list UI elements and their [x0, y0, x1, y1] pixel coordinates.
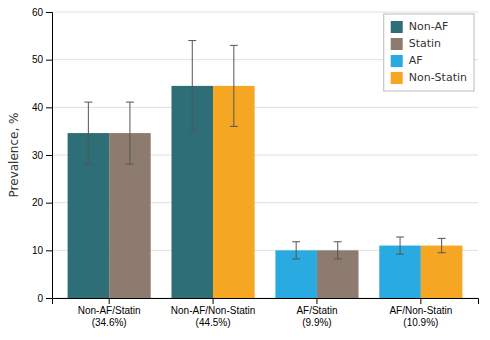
tick: 50	[32, 54, 52, 65]
tick: 20	[32, 197, 52, 208]
error-cap	[292, 258, 300, 259]
x-axis: Non-AF/Statin(34.6%) Non-AF/Non-Statin(44…	[53, 298, 479, 328]
error-cap	[84, 164, 92, 165]
error-bar	[396, 237, 404, 254]
tick-label: AF/Statin(9.9%)	[296, 305, 337, 328]
tick-mark	[420, 298, 421, 304]
tick-label-line: Non-AF/Non-Statin	[171, 305, 255, 316]
axis-line	[53, 299, 479, 305]
tick-label: AF/Non-Statin(10.9%)	[389, 305, 452, 328]
error-cap	[126, 102, 134, 103]
error-bar	[126, 102, 134, 164]
y-axis: 0 10 20 30 40 50 60	[32, 7, 53, 304]
grid-line	[52, 107, 478, 108]
error-bar	[292, 242, 300, 259]
error-cap	[84, 102, 92, 103]
error-cap	[396, 254, 404, 255]
legend-label: AF	[409, 54, 423, 67]
error-bar	[438, 238, 446, 252]
legend-swatch	[391, 21, 403, 33]
tick: 10	[32, 245, 52, 256]
tick-mark	[46, 107, 52, 108]
tick: Non-AF/Non-Statin(44.5%)	[171, 298, 255, 328]
legend-item: AF	[391, 54, 423, 67]
error-cap	[188, 40, 196, 41]
tick-label-line: (34.6%)	[92, 317, 127, 328]
error-cap	[334, 241, 342, 242]
error-line	[337, 242, 338, 259]
tick-label: 60	[32, 7, 44, 18]
tick-label-line: Non-AF/Statin	[78, 305, 141, 316]
error-bar	[84, 102, 92, 164]
error-line	[400, 237, 401, 254]
tick-label: 20	[32, 197, 44, 208]
tick-mark	[46, 203, 52, 204]
tick: AF/Statin(9.9%)	[296, 298, 337, 328]
tick-mark	[46, 250, 52, 251]
legend-frame	[384, 14, 474, 91]
tick: 60	[32, 7, 52, 18]
tick-label: 50	[32, 54, 44, 65]
tick-label-line: AF/Non-Statin	[389, 305, 452, 316]
legend-label: Non-Statin	[409, 71, 467, 84]
grid	[52, 12, 478, 298]
tick-label-line: (9.9%)	[302, 317, 331, 328]
legend-label: Statin	[409, 37, 441, 50]
tick-label-line: (10.9%)	[403, 317, 438, 328]
error-cap	[396, 236, 404, 237]
grid-line	[52, 12, 478, 13]
tick-label-line: (44.5%)	[196, 317, 231, 328]
tick-label: 40	[32, 102, 44, 113]
error-cap	[438, 238, 446, 239]
legend-swatch	[391, 38, 403, 50]
tick: Non-AF/Statin(34.6%)	[78, 298, 141, 328]
error-cap	[126, 164, 134, 165]
tick-mark	[109, 298, 110, 304]
error-line	[441, 238, 442, 252]
tick: AF/Non-Statin(10.9%)	[389, 298, 452, 328]
error-line	[296, 242, 297, 259]
tick: 0	[37, 293, 52, 304]
plot: 0102030405060Non-AF/Statin(34.6%)Non-AF/…	[32, 7, 479, 328]
error-cap	[230, 45, 238, 46]
error-cap	[188, 131, 196, 132]
legend: Non-AF Statin AF Non-Statin	[384, 14, 474, 91]
error-bar	[188, 41, 196, 132]
tick: 30	[32, 150, 52, 161]
error-cap	[230, 126, 238, 127]
y-axis-title: Prevalence, %	[7, 113, 21, 198]
tick: 40	[32, 102, 52, 113]
legend-item: Non-AF	[391, 20, 449, 33]
legend-item: Statin	[391, 37, 441, 50]
error-line	[88, 102, 89, 164]
tick-mark	[46, 298, 52, 299]
error-bar	[230, 45, 238, 126]
tick-label: 0	[37, 293, 43, 304]
legend-label: Non-AF	[409, 20, 449, 33]
tick-label: Non-AF/Non-Statin(44.5%)	[171, 305, 255, 328]
chart: 0102030405060Non-AF/Statin(34.6%)Non-AF/…	[0, 0, 490, 340]
error-cap	[292, 241, 300, 242]
error-cap	[438, 252, 446, 253]
legend-item: Non-Statin	[391, 71, 467, 84]
error-bar	[334, 242, 342, 259]
tick-label: Non-AF/Statin(34.6%)	[78, 305, 141, 328]
tick-mark	[213, 298, 214, 304]
tick-label: 10	[32, 245, 44, 256]
tick-mark	[46, 155, 52, 156]
tick-mark	[46, 12, 52, 13]
legend-swatch	[391, 72, 403, 84]
error-line	[192, 41, 193, 132]
tick-mark	[46, 60, 52, 61]
bar	[421, 246, 463, 298]
tick-label-line: AF/Statin	[296, 305, 337, 316]
tick-mark	[316, 298, 317, 304]
tick-label: 30	[32, 150, 44, 161]
error-cap	[334, 258, 342, 259]
axis-line	[46, 13, 53, 299]
error-line	[129, 102, 130, 164]
legend-swatch	[391, 55, 403, 67]
error-line	[233, 45, 234, 126]
